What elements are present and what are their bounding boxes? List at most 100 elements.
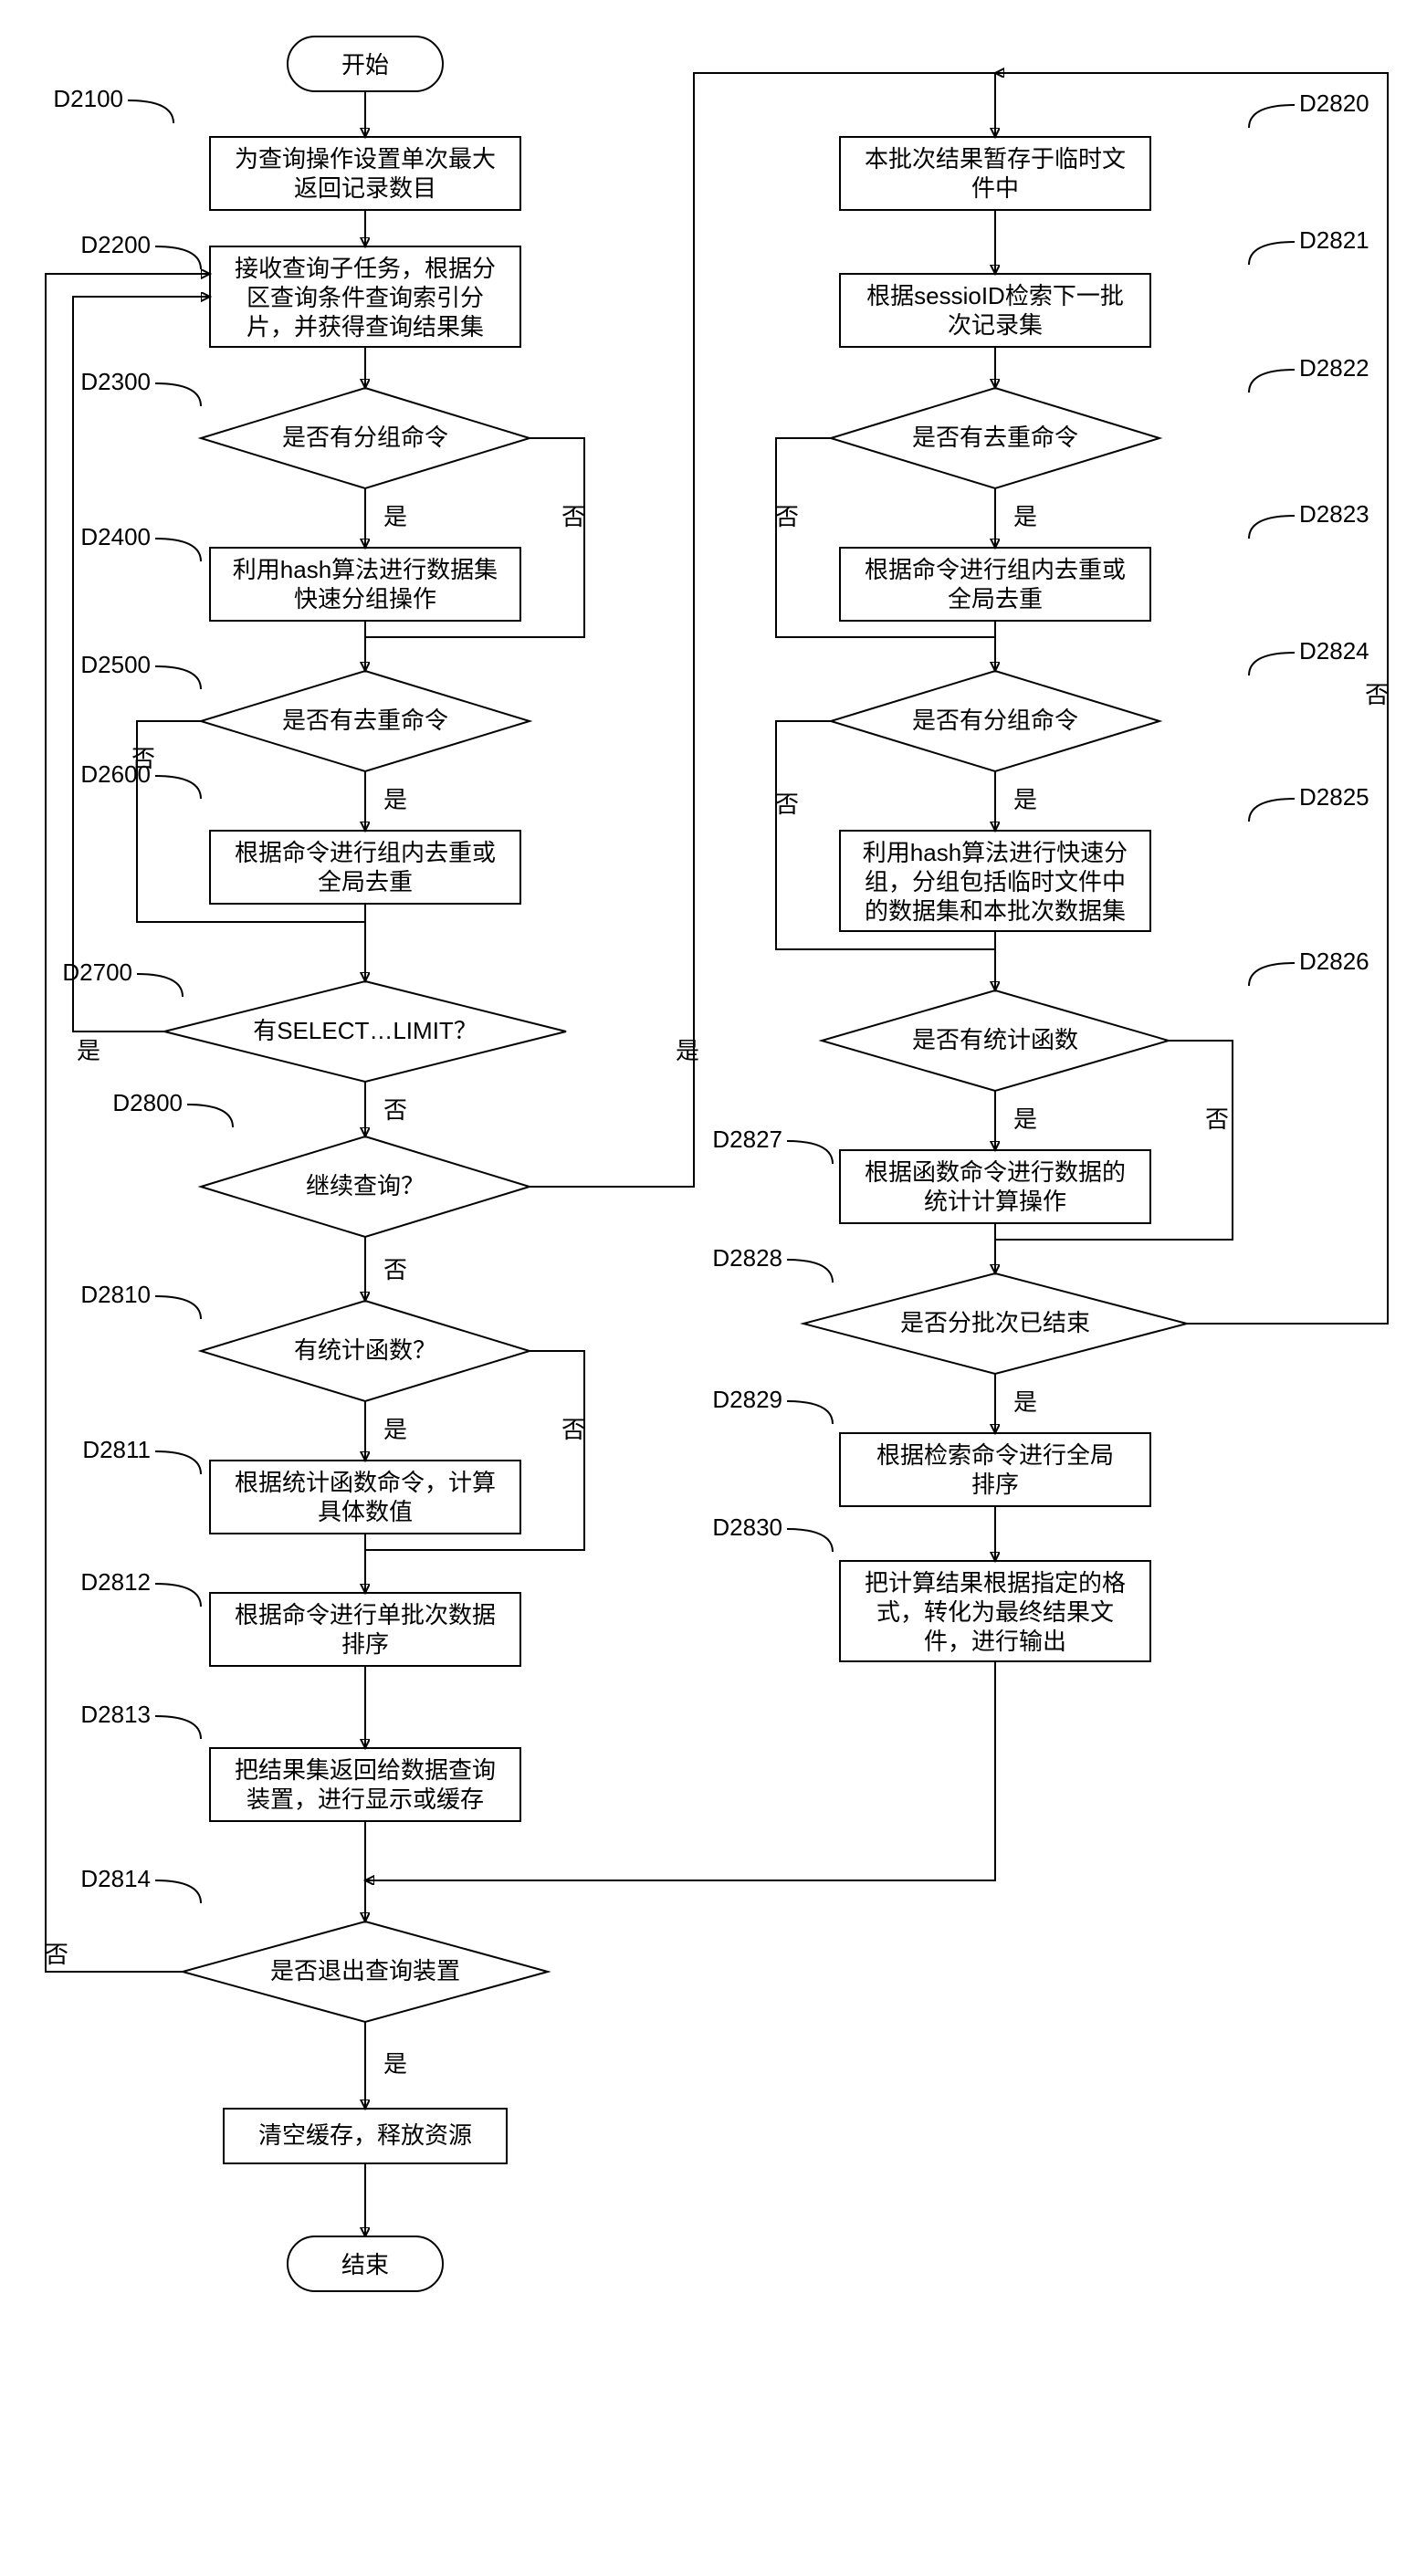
- svg-text:是否有统计函数: 是否有统计函数: [912, 1026, 1078, 1053]
- svg-text:具体数值: 具体数值: [318, 1498, 413, 1525]
- svg-text:根据命令进行组内去重或: 根据命令进行组内去重或: [235, 839, 496, 866]
- start-label: 开始: [341, 51, 389, 79]
- svg-text:返回记录数目: 返回记录数目: [294, 174, 436, 202]
- svg-text:D2200: D2200: [80, 231, 151, 258]
- svg-text:是: 是: [1013, 503, 1037, 530]
- svg-text:D2814: D2814: [80, 1865, 151, 1892]
- svg-text:式，转化为最终结果文: 式，转化为最终结果文: [876, 1598, 1114, 1626]
- tag-d2823: [1249, 516, 1295, 539]
- svg-text:否: 否: [1365, 681, 1389, 708]
- svg-text:利用hash算法进行数据集: 利用hash算法进行数据集: [233, 556, 498, 583]
- svg-text:否: 否: [1205, 1105, 1229, 1133]
- svg-text:有SELECT…LIMIT？: 有SELECT…LIMIT？: [253, 1017, 477, 1044]
- tag-d2200: [155, 246, 201, 269]
- svg-text:D2823: D2823: [1299, 500, 1369, 528]
- tag-d2100: [128, 100, 173, 123]
- tag-d2400: [155, 539, 201, 561]
- svg-text:D2813: D2813: [80, 1701, 151, 1728]
- svg-text:本批次结果暂存于临时文: 本批次结果暂存于临时文: [865, 145, 1126, 173]
- tag-d2600: [155, 776, 201, 799]
- svg-text:D2810: D2810: [80, 1281, 151, 1308]
- end-label: 结束: [341, 2251, 389, 2278]
- svg-text:件中: 件中: [971, 174, 1019, 202]
- svg-text:否: 否: [775, 791, 799, 818]
- tag-d2812: [155, 1584, 201, 1607]
- svg-text:D2600: D2600: [80, 760, 151, 788]
- svg-text:否: 否: [383, 1256, 407, 1283]
- svg-text:D2825: D2825: [1299, 783, 1369, 811]
- tag-d2822: [1249, 370, 1295, 393]
- svg-text:是否有分组命令: 是否有分组命令: [912, 707, 1078, 734]
- svg-text:是否有分组命令: 是否有分组命令: [282, 424, 448, 451]
- svg-text:件，进行输出: 件，进行输出: [924, 1628, 1066, 1655]
- svg-text:是: 是: [383, 786, 407, 813]
- svg-text:是: 是: [77, 1037, 100, 1064]
- tag-d2814: [155, 1880, 201, 1903]
- svg-text:D2820: D2820: [1299, 89, 1369, 117]
- tag-d2811: [155, 1451, 201, 1474]
- tag-d2300: [155, 383, 201, 406]
- svg-text:是: 是: [383, 2050, 407, 2078]
- svg-text:全局去重: 全局去重: [948, 585, 1043, 613]
- svg-text:把计算结果根据指定的格: 把计算结果根据指定的格: [865, 1569, 1126, 1597]
- svg-text:是否有去重命令: 是否有去重命令: [912, 424, 1078, 451]
- svg-text:排序: 排序: [341, 1630, 389, 1658]
- svg-text:是: 是: [1013, 1105, 1037, 1133]
- tag-d2830: [787, 1529, 833, 1552]
- tag-d2829: [787, 1401, 833, 1424]
- tag-d2500: [155, 666, 201, 689]
- svg-text:D2811: D2811: [82, 1436, 151, 1463]
- svg-text:D2812: D2812: [80, 1568, 151, 1596]
- svg-text:是: 是: [383, 503, 407, 530]
- svg-text:D2100: D2100: [53, 85, 123, 112]
- tag-d2828: [787, 1260, 833, 1283]
- svg-text:区查询条件查询索引分: 区查询条件查询索引分: [247, 284, 484, 311]
- svg-text:是: 是: [383, 1416, 407, 1443]
- tag-d2810: [155, 1296, 201, 1319]
- svg-text:统计计算操作: 统计计算操作: [924, 1188, 1066, 1215]
- svg-text:否: 否: [561, 503, 585, 530]
- svg-text:全局去重: 全局去重: [318, 868, 413, 895]
- svg-text:接收查询子任务，根据分: 接收查询子任务，根据分: [235, 255, 496, 282]
- svg-text:D2822: D2822: [1299, 354, 1369, 382]
- svg-text:为查询操作设置单次最大: 为查询操作设置单次最大: [235, 145, 496, 173]
- svg-text:次记录集: 次记录集: [948, 311, 1043, 339]
- svg-text:是否退出查询装置: 是否退出查询装置: [270, 1957, 460, 1984]
- svg-text:把结果集返回给数据查询: 把结果集返回给数据查询: [235, 1756, 496, 1784]
- svg-text:D2800: D2800: [112, 1089, 183, 1116]
- tag-d2824: [1249, 653, 1295, 675]
- svg-text:排序: 排序: [971, 1471, 1019, 1498]
- svg-text:否: 否: [45, 1941, 68, 1968]
- svg-text:是: 是: [1013, 786, 1037, 813]
- svg-text:是否分批次已结束: 是否分批次已结束: [900, 1309, 1090, 1336]
- svg-text:根据函数命令进行数据的: 根据函数命令进行数据的: [865, 1158, 1126, 1186]
- svg-text:否: 否: [383, 1096, 407, 1124]
- tag-d2820: [1249, 105, 1295, 128]
- svg-text:根据统计函数命令，计算: 根据统计函数命令，计算: [235, 1469, 496, 1496]
- svg-text:D2828: D2828: [712, 1244, 782, 1272]
- tag-d2826: [1249, 963, 1295, 986]
- svg-text:根据检索命令进行全局: 根据检索命令进行全局: [876, 1441, 1114, 1469]
- tag-d2821: [1249, 242, 1295, 265]
- svg-text:清空缓存，释放资源: 清空缓存，释放资源: [258, 2121, 472, 2149]
- svg-text:装置，进行显示或缓存: 装置，进行显示或缓存: [247, 1785, 484, 1813]
- svg-text:D2824: D2824: [1299, 637, 1369, 665]
- tag-d2825: [1249, 799, 1295, 822]
- svg-text:根据sessioID检索下一批: 根据sessioID检索下一批: [866, 282, 1124, 309]
- svg-text:D2400: D2400: [80, 523, 151, 550]
- svg-text:D2830: D2830: [712, 1513, 782, 1541]
- tag-d2813: [155, 1716, 201, 1739]
- svg-text:D2500: D2500: [80, 651, 151, 678]
- svg-text:否: 否: [775, 503, 799, 530]
- svg-text:根据命令进行组内去重或: 根据命令进行组内去重或: [865, 556, 1126, 583]
- svg-text:根据命令进行单批次数据: 根据命令进行单批次数据: [235, 1601, 496, 1628]
- svg-text:的数据集和本批次数据集: 的数据集和本批次数据集: [865, 897, 1126, 925]
- tag-d2827: [787, 1141, 833, 1164]
- svg-text:快速分组操作: 快速分组操作: [294, 585, 436, 613]
- svg-text:否: 否: [561, 1416, 585, 1443]
- svg-text:是: 是: [1013, 1388, 1037, 1416]
- svg-text:继续查询？: 继续查询？: [306, 1172, 425, 1199]
- tag-d2800: [187, 1105, 233, 1127]
- svg-text:利用hash算法进行快速分: 利用hash算法进行快速分: [863, 839, 1128, 866]
- svg-text:组，分组包括临时文件中: 组，分组包括临时文件中: [865, 868, 1126, 895]
